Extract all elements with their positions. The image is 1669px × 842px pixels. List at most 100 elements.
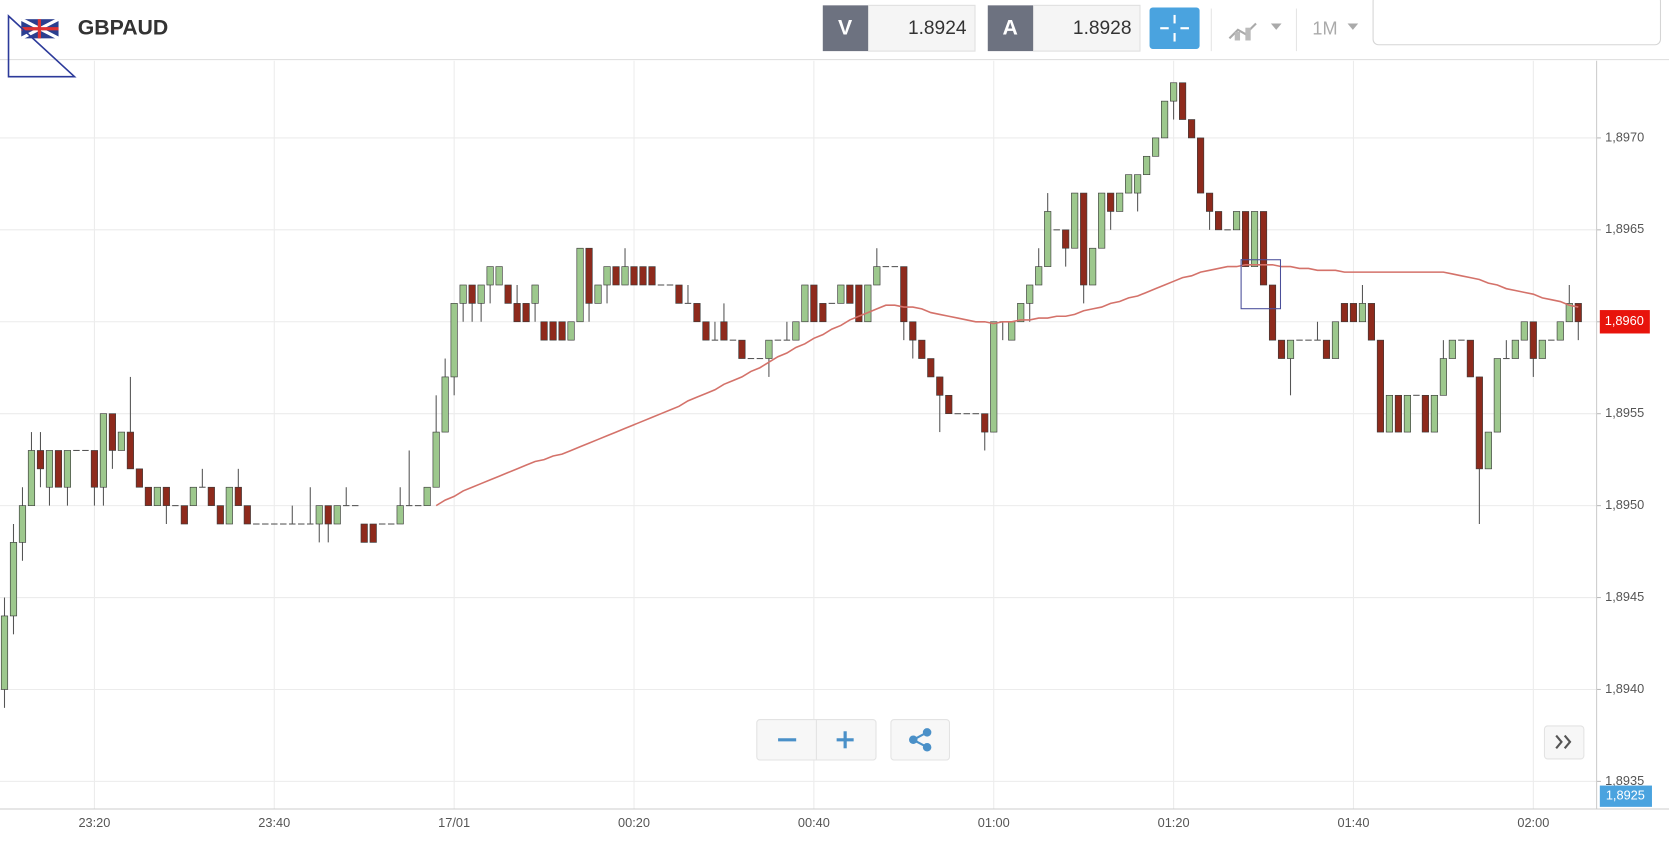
candle-body xyxy=(1071,192,1079,249)
candle-body xyxy=(153,486,161,506)
candle-body xyxy=(918,339,926,359)
zoom-in-button[interactable] xyxy=(836,731,854,749)
candle-body xyxy=(468,284,476,304)
candle-body xyxy=(63,450,72,488)
candle-body xyxy=(972,413,979,415)
candle-body xyxy=(1448,339,1456,359)
share-button[interactable] xyxy=(890,719,950,761)
candle-body xyxy=(522,303,530,323)
candle-body xyxy=(1503,358,1510,360)
candle-body xyxy=(45,450,54,488)
candle-body xyxy=(243,505,251,525)
candle-body xyxy=(27,450,36,506)
candle-body xyxy=(180,505,188,525)
candle-body xyxy=(396,505,404,525)
bid-tag xyxy=(1599,785,1652,807)
candle-body xyxy=(1125,174,1133,194)
candle-body xyxy=(702,321,710,341)
buy-button[interactable]: A 1.8928 xyxy=(987,4,1141,52)
candle-body xyxy=(54,450,63,488)
candle-body xyxy=(585,247,593,304)
candle-body xyxy=(324,505,332,525)
candle-body xyxy=(315,505,323,525)
candle-body xyxy=(792,321,800,341)
candle-body xyxy=(495,266,503,286)
candle-body xyxy=(774,339,782,341)
candle-body xyxy=(108,413,116,451)
candle-body xyxy=(936,376,944,396)
candle-body xyxy=(432,431,440,488)
scroll-to-end-button[interactable] xyxy=(1543,725,1585,760)
y-tick-label: 1,8965 xyxy=(1605,221,1644,236)
candle-body xyxy=(1376,339,1384,433)
timeframe: 1M xyxy=(1312,19,1337,39)
candle-body xyxy=(1358,303,1367,323)
candle-body xyxy=(675,284,683,304)
candle-body xyxy=(1394,394,1402,433)
candle-body xyxy=(1053,229,1060,231)
candle-body xyxy=(1250,211,1259,267)
candle-body xyxy=(1170,82,1178,102)
candle-body xyxy=(1556,321,1564,341)
candle-body xyxy=(414,505,422,507)
candle-body xyxy=(298,523,305,525)
candle-body xyxy=(909,321,917,341)
candle-body xyxy=(441,376,449,433)
candle-body xyxy=(342,505,350,507)
candle-body xyxy=(927,358,935,378)
candle-body xyxy=(9,542,18,617)
candle-body xyxy=(1493,358,1501,433)
candle-body xyxy=(711,339,719,341)
candle-body xyxy=(1080,192,1088,286)
candle-body xyxy=(172,505,179,507)
y-tick-label: 1,8970 xyxy=(1605,129,1644,144)
candle-body xyxy=(1035,266,1043,286)
candle-body xyxy=(378,523,386,525)
candle-body xyxy=(207,486,215,506)
candle-body xyxy=(1224,229,1231,231)
candle-body xyxy=(900,266,908,323)
candle-body xyxy=(360,523,368,543)
symbol: GBPAUD xyxy=(78,15,169,39)
candle-body xyxy=(423,486,431,506)
corner-marker xyxy=(7,14,77,78)
candle-body xyxy=(234,486,242,506)
candle-body xyxy=(594,284,602,304)
candle-body xyxy=(801,284,809,323)
candle-body xyxy=(1538,339,1546,359)
crosshair-button[interactable] xyxy=(1149,7,1200,49)
candle-body xyxy=(1089,247,1097,286)
candle-body xyxy=(567,321,575,341)
candle-body xyxy=(405,505,413,507)
candle-body xyxy=(549,321,557,341)
candle-body xyxy=(1305,339,1312,341)
timeframe-button[interactable]: 1M xyxy=(1312,19,1359,39)
axes: 1,8935 1,8940 1,8945 1,8950 1,8955 1,8960 1,89… xyxy=(0,60,1669,830)
candle-body xyxy=(1385,394,1393,433)
candle-body xyxy=(36,450,45,470)
candle-body xyxy=(1458,339,1465,341)
candle-body xyxy=(271,523,278,525)
candle-body xyxy=(253,523,260,525)
grid xyxy=(0,60,1597,809)
flag xyxy=(20,17,60,40)
sell-button[interactable]: V 1.8924 xyxy=(822,4,976,52)
candle-body xyxy=(828,302,836,304)
candle-body xyxy=(1197,137,1205,194)
candle-body xyxy=(117,431,125,451)
chart-type-button[interactable] xyxy=(1228,22,1282,41)
candle-body xyxy=(1413,394,1420,396)
candle-body xyxy=(558,321,566,341)
y-tick-label: 1,8935 xyxy=(1605,773,1644,788)
candle-body xyxy=(1232,211,1241,231)
popup-panel xyxy=(1372,0,1662,46)
candle-body xyxy=(1349,303,1358,323)
candle-body xyxy=(819,303,827,323)
candle-body xyxy=(648,266,656,286)
candle-body xyxy=(990,321,998,433)
candle-body xyxy=(657,284,665,286)
candle-body xyxy=(1161,100,1169,139)
y-tick-label: 1,8950 xyxy=(1605,497,1644,512)
candle-body xyxy=(1062,229,1070,249)
candle-body xyxy=(1215,211,1223,231)
